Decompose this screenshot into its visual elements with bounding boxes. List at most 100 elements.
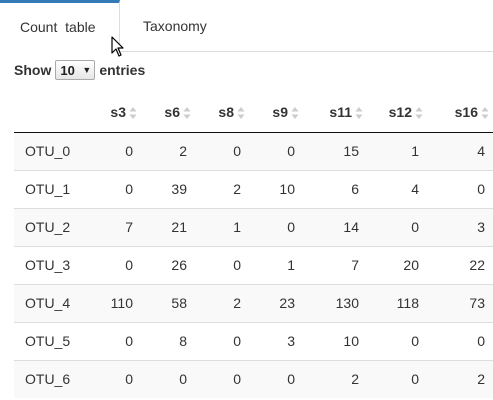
column-header-s8[interactable]: s8 — [195, 92, 249, 133]
row-label: OTU_2 — [14, 207, 88, 246]
sort-icon — [355, 106, 363, 119]
column-header-label: s11 — [329, 103, 352, 120]
table-cell: 0 — [88, 359, 141, 398]
table-cell: 14 — [303, 207, 367, 246]
table-row: OTU_2 7 21 1 0 14 0 3 — [14, 207, 493, 246]
table-cell: 0 — [249, 207, 303, 246]
column-header-label: s8 — [218, 103, 234, 120]
page-length-value: 10 — [60, 62, 75, 78]
table-cell: 2 — [303, 359, 367, 398]
page-length-select[interactable]: 10 ▼ — [55, 60, 96, 80]
table-cell: 0 — [88, 169, 141, 208]
table-header: s3 s6 s8 s9 s11 s12 s16 — [14, 92, 493, 133]
sort-icon — [481, 106, 489, 119]
page-length-control: Show 10 ▼ entries — [14, 58, 145, 82]
entries-label: entries — [99, 62, 146, 78]
table-cell: 4 — [367, 169, 427, 208]
table-cell: 1 — [249, 245, 303, 284]
sort-icon — [291, 106, 299, 119]
table-cell: 0 — [287, 143, 295, 159]
sort-icon — [129, 106, 137, 119]
count-table: s3 s6 s8 s9 s11 s12 s16 OTU_0 0 2 0 0 15 1 4 OTU_1 0 39 2… — [14, 92, 493, 398]
sort-icon — [237, 106, 245, 119]
table-cell: 10 — [249, 169, 303, 208]
table-row: OTU_0 0 2 0 0 15 1 4 — [14, 132, 493, 170]
table-cell: 2 — [179, 143, 187, 159]
table-cell: 73 — [427, 283, 493, 322]
table-cell: 7 — [303, 245, 367, 284]
table-cell: 21 — [141, 207, 195, 246]
column-header-label: s12 — [388, 103, 412, 120]
column-header-label: s6 — [164, 103, 180, 120]
column-header-s6[interactable]: s6 — [141, 92, 195, 133]
table-cell: 0 — [249, 359, 303, 398]
header-row: s3 s6 s8 s9 s11 s12 s16 — [14, 92, 493, 133]
column-header-label: s16 — [454, 103, 478, 120]
table-cell: 0 — [367, 321, 427, 360]
sort-icon — [183, 106, 191, 119]
row-label: OTU_6 — [14, 359, 88, 398]
table-cell: 22 — [427, 245, 493, 284]
table-cell: 0 — [88, 245, 141, 284]
table-cell: 0 — [141, 359, 195, 398]
table-cell: 1 — [195, 207, 249, 246]
table-cell: 0 — [125, 143, 133, 159]
column-header-rownames[interactable] — [14, 92, 88, 133]
table-cell: 2 — [195, 169, 249, 208]
table-cell: 26 — [141, 245, 195, 284]
row-label: OTU_0 — [25, 143, 71, 159]
table-cell: 0 — [367, 207, 427, 246]
column-header-s16[interactable]: s16 — [427, 92, 493, 133]
count-table-container: s3 s6 s8 s9 s11 s12 s16 OTU_0 0 2 0 0 15 1 4 OTU_1 0 39 2… — [14, 92, 493, 398]
row-label: OTU_4 — [14, 283, 88, 322]
table-cell: 0 — [427, 169, 493, 208]
table-cell: 0 — [88, 321, 141, 360]
column-header-s11[interactable]: s11 — [303, 92, 367, 133]
table-cell: 0 — [195, 245, 249, 284]
column-header-s3[interactable]: s3 — [88, 92, 141, 133]
table-cell: 3 — [249, 321, 303, 360]
table-cell: 3 — [427, 207, 493, 246]
table-row: OTU_3 0 26 0 1 7 20 22 — [14, 245, 493, 284]
column-header-label: s3 — [110, 103, 126, 120]
mouse-cursor-icon — [111, 36, 124, 57]
tab-bar: Count table Taxonomy — [0, 0, 493, 53]
sort-icon — [415, 106, 423, 119]
row-label: OTU_1 — [14, 169, 88, 208]
table-cell: 110 — [88, 283, 141, 322]
row-label: OTU_3 — [14, 245, 88, 284]
table-cell: 118 — [367, 283, 427, 322]
column-header-s9[interactable]: s9 — [249, 92, 303, 133]
tab-count-table[interactable]: Count table — [0, 0, 120, 53]
table-cell: 2 — [195, 283, 249, 322]
table-cell: 23 — [249, 283, 303, 322]
table-cell: 58 — [141, 283, 195, 322]
table-row: OTU_4 110 58 2 23 130 118 73 — [14, 283, 493, 322]
table-cell: 0 — [195, 321, 249, 360]
tab-taxonomy[interactable]: Taxonomy — [143, 18, 207, 34]
table-cell: 7 — [88, 207, 141, 246]
table-cell: 130 — [303, 283, 367, 322]
table-cell: 8 — [141, 321, 195, 360]
table-cell: 10 — [303, 321, 367, 360]
table-row: OTU_1 0 39 2 10 6 4 0 — [14, 169, 493, 208]
chevron-down-icon: ▼ — [82, 65, 92, 75]
table-cell: 2 — [427, 359, 493, 398]
table-cell: 1 — [411, 143, 419, 159]
table-cell: 15 — [343, 143, 359, 159]
table-row: OTU_5 0 8 0 3 10 0 0 — [14, 321, 493, 360]
table-cell: 0 — [367, 359, 427, 398]
table-cell: 6 — [303, 169, 367, 208]
table-body: OTU_0 0 2 0 0 15 1 4 OTU_1 0 39 2 10 6 4 0 OTU_2 7 21 1 0 14 0… — [14, 132, 493, 398]
column-header-label: s9 — [272, 103, 288, 120]
table-cell: 20 — [367, 245, 427, 284]
table-cell: 0 — [195, 359, 249, 398]
table-cell: 4 — [477, 143, 485, 159]
table-cell: 39 — [141, 169, 195, 208]
row-label: OTU_5 — [14, 321, 88, 360]
column-header-s12[interactable]: s12 — [367, 92, 427, 133]
table-cell: 0 — [427, 321, 493, 360]
table-row: OTU_6 0 0 0 0 2 0 2 — [14, 359, 493, 398]
table-cell: 0 — [233, 143, 241, 159]
